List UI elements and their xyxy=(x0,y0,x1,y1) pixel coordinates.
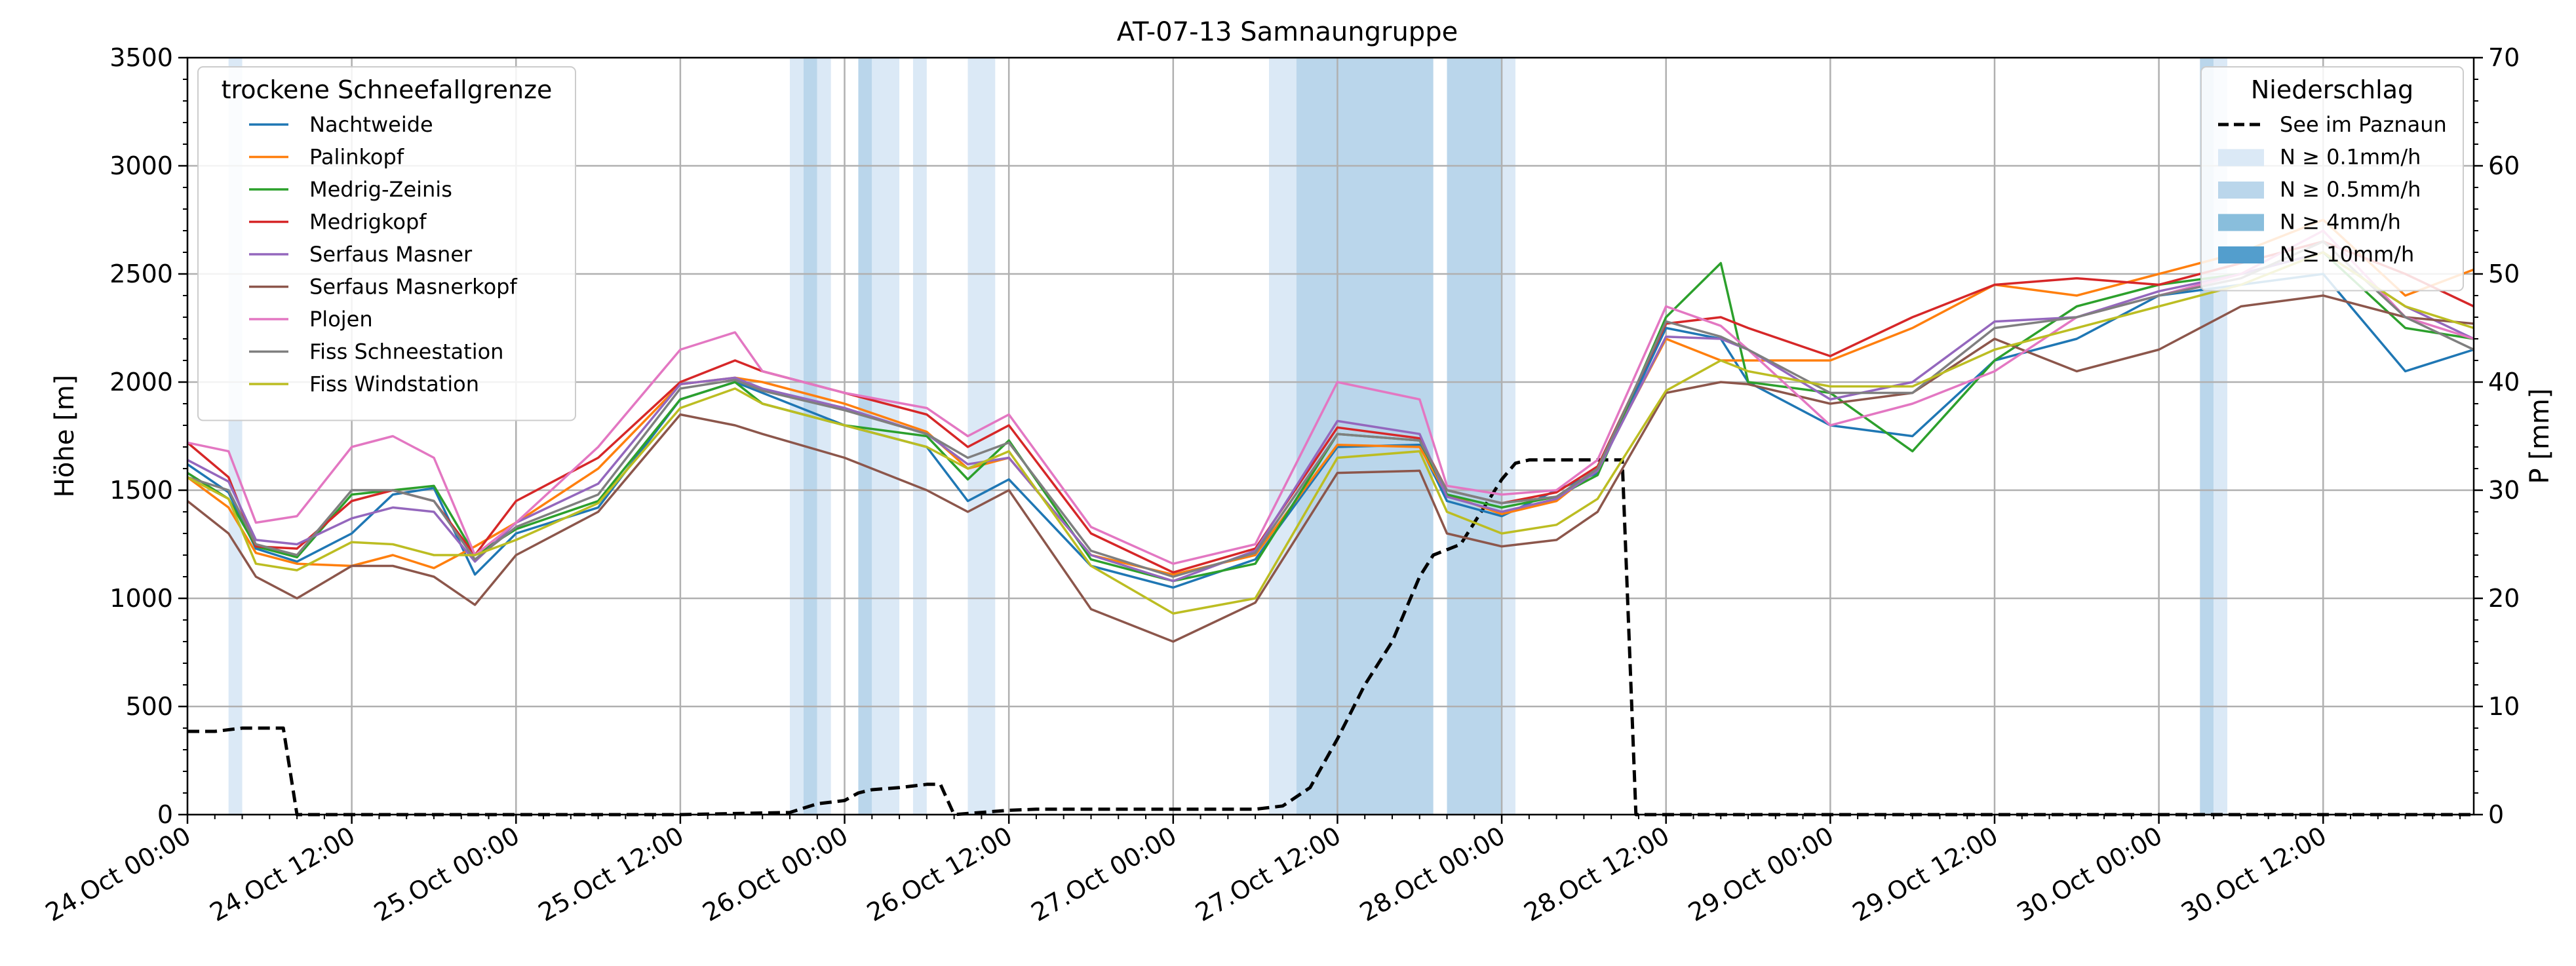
y2-tick-label: 70 xyxy=(2488,43,2520,72)
series-line-serfaus-masnerkopf xyxy=(186,294,2474,643)
y2-tick-label: 60 xyxy=(2488,151,2520,180)
legend-label-n-0-1mm-h: N ≥ 0.1mm/h xyxy=(2280,145,2421,170)
legend-right-title: Niederschlag xyxy=(2251,75,2413,104)
legend-label-n-4mm-h: N ≥ 4mm/h xyxy=(2280,210,2401,235)
legend-left-title: trockene Schneefallgrenze xyxy=(222,75,553,104)
legend-label-serfaus-masner: Serfaus Masner xyxy=(309,242,473,267)
legend-swatch-n-0-5mm-h xyxy=(2218,182,2264,199)
plot-frame xyxy=(186,56,2475,816)
precip-band-1 xyxy=(789,58,804,815)
y-tick-label: 1500 xyxy=(109,476,173,505)
legend-label-fiss-windstation: Fiss Windstation xyxy=(309,372,479,396)
y-axis-left: 0 500 1000 1500 2000 2500 3000 3500 xyxy=(109,43,187,829)
y-tick-label: 500 xyxy=(125,692,173,721)
series-line-fiss-schneestation xyxy=(187,240,2474,578)
legend-label-fiss-schneestation: Fiss Schneestation xyxy=(309,339,503,364)
y2-tick-label: 20 xyxy=(2488,584,2520,613)
y-axis-right: 0 10 20 30 40 50 60 70 xyxy=(2474,43,2520,829)
precip-band-4 xyxy=(858,58,872,815)
y-tick-label: 3500 xyxy=(109,43,173,72)
legend-label-medrigkopf: Medrigkopf xyxy=(309,210,427,235)
legend-left-box xyxy=(197,66,576,421)
y2-tick-label: 30 xyxy=(2488,476,2520,505)
series-line-fiss-windstation xyxy=(187,251,2474,615)
y2-tick-label: 50 xyxy=(2488,260,2520,288)
precip-band-2 xyxy=(803,58,817,815)
y-tick-label: 2500 xyxy=(109,260,173,288)
legend-label-palinkopf: Palinkopf xyxy=(309,145,404,170)
chart-title: AT-07-13 Samnaungruppe xyxy=(1117,17,1458,47)
legend-label-n-0-5mm-h: N ≥ 0.5mm/h xyxy=(2280,177,2421,202)
y2-tick-label: 40 xyxy=(2488,368,2520,396)
legend-label-serfaus-masnerkopf: Serfaus Masnerkopf xyxy=(309,275,517,299)
y-axis-title-right: P [mm] xyxy=(2525,389,2555,484)
legend-label-n-10mm-h: N ≥ 10mm/h xyxy=(2280,242,2414,267)
series-line-plojen xyxy=(187,229,2474,565)
y-tick-label: 2000 xyxy=(109,368,173,396)
y-tick-label: 3000 xyxy=(109,151,173,180)
precip-series-group xyxy=(187,458,2474,817)
y-axis-title-left: Höhe [m] xyxy=(50,375,80,497)
legend-label-nachtweide: Nachtweide xyxy=(309,112,433,137)
snowfall-series-group xyxy=(186,218,2474,643)
legend-right-box xyxy=(2200,66,2464,292)
precip-band-8 xyxy=(1269,58,1297,815)
precip-band-11 xyxy=(1502,58,1515,815)
y-tick-label: 1000 xyxy=(109,584,173,613)
legend-label-plojen: Plojen xyxy=(309,307,373,332)
series-line-see-im-paznaun xyxy=(187,458,2474,817)
y-tick-label: 0 xyxy=(157,800,173,829)
legend-label-medrig-zeinis: Medrig-Zeinis xyxy=(309,177,452,202)
legend-swatch-n-10mm-h xyxy=(2218,246,2264,263)
precip-band-3 xyxy=(817,58,831,815)
legend-label-see-im-paznaun: See im Paznaun xyxy=(2280,112,2447,137)
precip-band-10 xyxy=(1447,58,1502,815)
precip-band-7 xyxy=(967,58,996,815)
y2-tick-label: 10 xyxy=(2488,692,2520,721)
legend-swatch-n-4mm-h xyxy=(2218,214,2264,231)
y2-tick-label: 0 xyxy=(2488,800,2504,829)
legend-snowfall: trockene Schneefallgrenze Nachtweide Palin… xyxy=(197,66,576,421)
legend-precipitation: Niederschlag See im Paznaun N ≥ 0.1mm/h N ≥… xyxy=(2200,66,2464,292)
legend-swatch-n-0-1mm-h xyxy=(2218,149,2264,166)
